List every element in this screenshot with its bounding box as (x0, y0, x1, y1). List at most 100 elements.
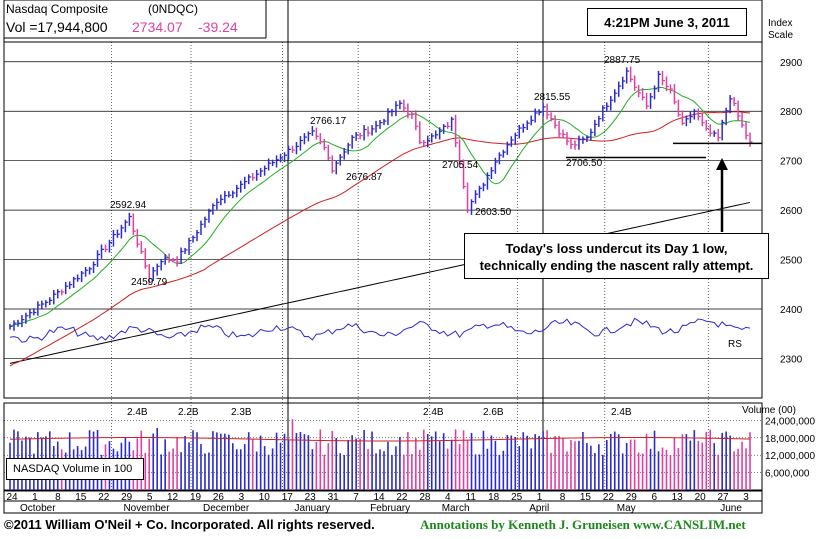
date-tick-label: 15 (75, 492, 87, 503)
date-tick-label: 6 (651, 492, 657, 503)
annotation-arrow-head (716, 158, 728, 170)
month-label: November (123, 503, 170, 514)
price-tick-label: 2700 (780, 157, 803, 168)
ma10-line (9, 86, 751, 327)
rs-line (9, 317, 751, 343)
date-tick-label: 5 (147, 492, 153, 503)
annotation-box: Today's loss undercut its Day 1 low, tec… (464, 233, 769, 279)
timestamp-box: 4:21PM June 3, 2011 (587, 8, 747, 36)
date-tick-label: 22 (396, 492, 408, 503)
volume-axis-label: Volume (00) (742, 405, 796, 416)
price-callout-label: 2706.50 (566, 158, 603, 169)
date-tick-label: 28 (419, 492, 431, 503)
month-label: October (20, 503, 56, 514)
support-lines (566, 142, 762, 232)
date-tick-label: 8 (55, 492, 61, 503)
date-tick-label: 25 (511, 492, 523, 503)
date-tick-label: 13 (672, 492, 684, 503)
price-tick-label: 2900 (780, 58, 803, 69)
rs-label: RS (728, 339, 742, 350)
timestamp: 4:21PM June 3, 2011 (604, 14, 730, 30)
scale-label-line1: Index (768, 18, 793, 29)
volume-text: Vol =17,944,800 (6, 19, 108, 35)
annotation-line1: Today's loss undercut its Day 1 low, (505, 241, 728, 256)
chart-labels: RS 2592.94 2459.79 2766.17 2676.87 2705.54 260… (110, 55, 742, 418)
date-tick-label: 14 (373, 492, 385, 503)
date-tick-label: 10 (259, 492, 271, 503)
price-bars (9, 66, 753, 331)
date-tick-label: 1 (537, 492, 543, 503)
month-label: May (617, 503, 636, 514)
price-callout-label: 2459.79 (131, 277, 168, 288)
price-tick-label: 2600 (780, 206, 803, 217)
volume-callout-label: 2.6B (483, 407, 504, 418)
price-tick-label: 2300 (780, 354, 803, 365)
date-tick-label: 15 (580, 492, 592, 503)
date-tick-label: 11 (466, 492, 477, 503)
date-tick-label: 20 (695, 492, 707, 503)
volume-tick-label: 18,000,000 (765, 434, 815, 445)
volume-callout-label: 2.4B (611, 407, 632, 418)
rs-polyline (9, 317, 751, 343)
ma200-line (9, 201, 751, 364)
date-tick-label: 4 (445, 492, 451, 503)
price-callout-label: 2592.94 (110, 200, 147, 211)
price-callout-label: 2766.17 (310, 116, 347, 127)
volume-callout-label: 2.4B (127, 407, 148, 418)
date-tick-label: 3 (239, 492, 245, 503)
date-tick-label: 29 (626, 492, 638, 503)
date-tick-label: 18 (488, 492, 500, 503)
month-label: January (295, 503, 331, 514)
price-tick-label: 2400 (780, 305, 803, 316)
volume-tick-label: 24,000,000 (765, 416, 815, 427)
date-tick-label: 7 (353, 492, 359, 503)
date-tick-label: 31 (328, 492, 340, 503)
month-label: February (370, 503, 410, 514)
date-tick-label: 17 (282, 492, 294, 503)
ma10-polyline (9, 86, 751, 327)
month-label: June (720, 503, 742, 514)
price-tick-label: 2500 (780, 256, 803, 267)
annotation-line2: technically ending the nascent rally att… (479, 258, 754, 273)
index-name: Nasdaq Composite (6, 2, 109, 16)
copyright-footer: ©2011 William O'Neil + Co. Incorporated.… (4, 517, 375, 532)
price-callout-label: 2676.87 (346, 172, 383, 183)
date-tick-label: 26 (213, 492, 225, 503)
price-callout-label: 2887.75 (604, 55, 641, 66)
volume-box-label: NASDAQ Volume in 100 (6, 458, 144, 480)
price-tick-label: 2800 (780, 107, 803, 118)
month-label: December (203, 503, 250, 514)
month-axis-frame (3, 500, 763, 514)
volume-frame (3, 402, 763, 491)
volume-callout-label: 2.3B (231, 407, 252, 418)
date-tick-label: 23 (305, 492, 317, 503)
annotations-footer: Annotations by Kenneth J. Gruneisen www.… (420, 517, 746, 532)
ma200-polyline (9, 201, 751, 364)
date-tick-label: 22 (603, 492, 615, 503)
price-callout-label: 2815.55 (534, 92, 571, 103)
date-tick-label: 29 (121, 492, 133, 503)
date-tick-label: 8 (560, 492, 566, 503)
volume-callout-label: 2.4B (423, 407, 444, 418)
header-frame (3, 0, 763, 43)
date-tick-label: 12 (167, 492, 179, 503)
price-value: 2734.07 (132, 19, 183, 35)
month-label: April (529, 503, 549, 514)
volume-tick-label: 6,000,000 (765, 469, 810, 480)
index-symbol: (0NDQC) (148, 2, 198, 16)
ma50-line (9, 111, 751, 367)
month-label: March (442, 503, 470, 514)
date-tick-label: 22 (98, 492, 110, 503)
date-tick-label: 19 (190, 492, 202, 503)
date-tick-label: 1 (32, 492, 38, 503)
volume-average-line (9, 437, 751, 442)
scale-label-line2: Scale (768, 30, 794, 41)
price-frame (3, 41, 763, 399)
price-change: -39.24 (198, 19, 238, 35)
date-tick-label: 3 (743, 492, 749, 503)
index-scale-label: Index Scale (768, 18, 793, 42)
price-callout-label: 2603.50 (475, 207, 512, 218)
volume-tick-label: 12,000,000 (765, 451, 815, 462)
price-callout-label: 2705.54 (442, 160, 479, 171)
ma50-polyline (9, 111, 751, 367)
